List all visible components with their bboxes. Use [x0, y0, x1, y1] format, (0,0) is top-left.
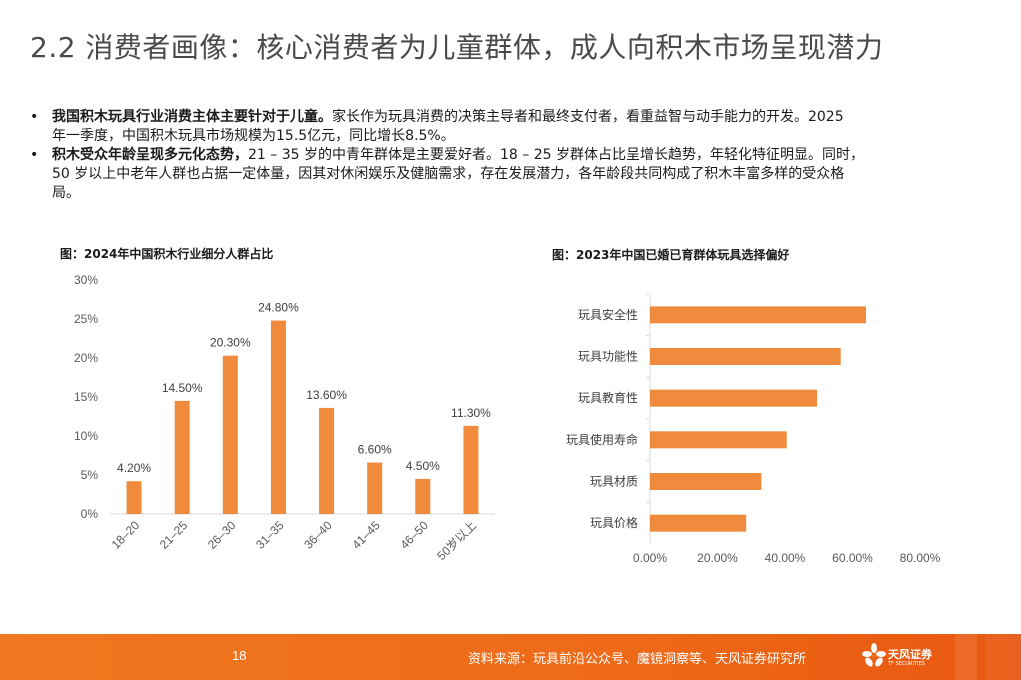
data-label: 4.20%	[117, 461, 151, 475]
bullet-line: 局。	[52, 185, 80, 201]
bar	[415, 478, 431, 514]
bar	[222, 355, 238, 514]
bullet-bold: 我国积木玩具行业消费主体主要针对于儿童。	[52, 109, 332, 125]
chart-title-age: 图：2024年中国积木行业细分人群占比	[60, 247, 274, 261]
bullet-item-2: • 积木受众年龄呈现多元化态势，21 – 35 岁的中青年群体是主要爱好者。18…	[30, 146, 990, 203]
flower-icon	[862, 643, 886, 667]
bar	[650, 348, 841, 365]
y-tick-label: 玩具材质	[590, 475, 638, 489]
x-tick-label: 0.00%	[633, 551, 667, 565]
y-tick-label: 0%	[81, 507, 99, 521]
footer-decoration	[955, 634, 977, 680]
y-tick-label: 20%	[74, 351, 98, 365]
bar	[463, 425, 479, 514]
bar	[650, 473, 762, 490]
logo-subtitle: TF SECURITIES	[888, 661, 925, 667]
bullet-list: • 我国积木玩具行业消费主体主要针对于儿童。家长作为玩具消费的决策主导者和最终支…	[30, 108, 990, 203]
bullet-dot: •	[30, 109, 39, 125]
y-tick-label: 玩具价格	[590, 515, 638, 530]
bar	[650, 431, 787, 449]
data-label: 4.50%	[406, 459, 440, 473]
bullet-item-1: • 我国积木玩具行业消费主体主要针对于儿童。家长作为玩具消费的决策主导者和最终支…	[30, 108, 990, 146]
y-tick-label: 10%	[74, 429, 98, 443]
bar	[650, 389, 818, 407]
y-tick-label: 15%	[74, 390, 98, 404]
x-tick-label: 46–50	[397, 518, 431, 552]
y-tick-label: 玩具功能性	[578, 350, 638, 364]
bar	[650, 306, 866, 324]
x-tick-label: 60.00%	[832, 551, 873, 565]
page-title: 2.2 消费者画像：核心消费者为儿童群体，成人向积木市场呈现潜力	[30, 31, 884, 64]
data-label: 24.80%	[258, 301, 299, 315]
bullet-line: 年一季度，中国积木玩具市场规模为15.5亿元，同比增长8.5%。	[52, 128, 455, 144]
bar	[650, 514, 747, 532]
y-tick-label: 玩具安全性	[578, 307, 638, 322]
x-tick-label: 80.00%	[900, 551, 941, 565]
bullet-line: 我国积木玩具行业消费主体主要针对于儿童。家长作为玩具消费的决策主导者和最终支付者…	[52, 108, 990, 127]
chart-title-preference: 图：2023年中国已婚已育群体玩具选择偏好	[552, 248, 790, 262]
x-tick-label: 26–30	[205, 518, 239, 552]
bullet-line: 50 岁以上中老年人群也占据一定体量，因其对休闲娱乐及健脑需求，存在发展潜力，各…	[52, 166, 845, 182]
age-bar-chart: 0% 5% 10% 15% 20% 25% 30% 4.20% 18–20 14.50% 21–25…	[74, 273, 495, 564]
footer-decoration	[985, 634, 1021, 680]
logo-name: 天风证券	[888, 648, 932, 661]
y-tick-label: 25%	[74, 312, 98, 326]
y-tick-label: 5%	[81, 468, 99, 482]
source-note: 资料来源：玩具前沿公众号、魔镜洞察等、天风证券研究所	[468, 652, 807, 667]
page-number: 18	[232, 648, 247, 663]
x-tick-label: 36–40	[301, 518, 335, 552]
bar	[174, 400, 190, 514]
bullet-dot: •	[30, 147, 39, 163]
data-label: 11.30%	[451, 406, 491, 420]
x-tick-label: 21–25	[157, 518, 191, 552]
data-label: 13.60%	[306, 388, 347, 402]
bullet-line: 积木受众年龄呈现多元化态势，21 – 35 岁的中青年群体是主要爱好者。18 –…	[52, 146, 990, 165]
company-logo: 天风证券 TF SECURITIES	[862, 642, 942, 672]
x-tick-label: 50岁以上	[434, 518, 480, 564]
bullet-text: 家长作为玩具消费的决策主导者和最终支付者，看重益智与动手能力的开发。2025	[332, 109, 844, 125]
y-tick-label: 玩具使用寿命	[566, 432, 638, 447]
bar	[270, 320, 286, 514]
y-tick-label: 玩具教育性	[578, 390, 638, 405]
bullet-text: 21 – 35 岁的中青年群体是主要爱好者。18 – 25 岁群体占比呈增长趋势…	[248, 147, 864, 163]
x-tick-label: 18–20	[109, 518, 143, 552]
x-tick-label: 40.00%	[765, 551, 806, 565]
x-tick-label: 31–35	[253, 518, 287, 552]
data-label: 6.60%	[358, 443, 392, 457]
x-tick-label: 20.00%	[697, 551, 738, 565]
y-tick-label: 30%	[74, 273, 98, 287]
footer-bar: 18 资料来源：玩具前沿公众号、魔镜洞察等、天风证券研究所 天风证券 TF SE…	[0, 634, 1021, 680]
bar	[319, 407, 335, 514]
data-label: 20.30%	[210, 336, 251, 350]
x-tick-label: 41–45	[349, 518, 383, 552]
bar	[367, 462, 383, 514]
bullet-bold: 积木受众年龄呈现多元化态势，	[52, 147, 248, 163]
bar	[126, 481, 142, 514]
data-label: 14.50%	[162, 381, 203, 395]
